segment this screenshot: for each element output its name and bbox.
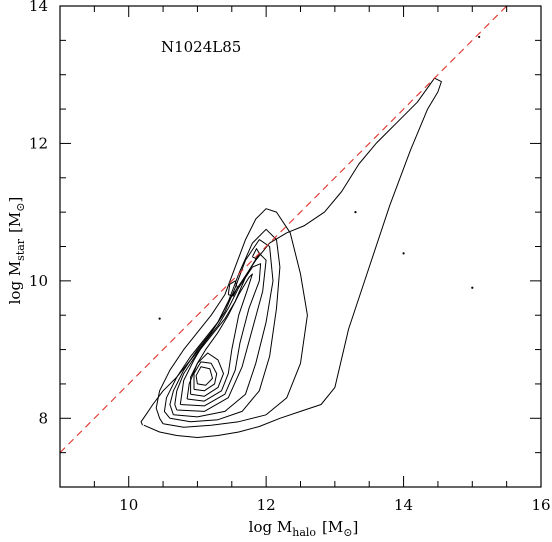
contour-level-5 (174, 252, 267, 412)
y-tick-label: 12 (29, 134, 48, 152)
outlier-points-layer (158, 35, 481, 320)
outlier-point-3 (402, 252, 405, 255)
axis-ticks (59, 5, 542, 488)
y-tick-label: 14 (29, 0, 48, 15)
x-tick-label: 16 (531, 496, 550, 514)
contour-level-11 (227, 280, 238, 297)
plot-frame (59, 5, 542, 488)
x-tick-label: 12 (257, 496, 276, 514)
contour-level-10 (195, 366, 213, 386)
contour-level-8 (190, 352, 224, 397)
x-axis-label: log Mhalo [M⊙] (249, 518, 359, 539)
x-tick-label: 14 (394, 496, 413, 514)
outlier-point-5 (478, 35, 481, 39)
contour-level-7 (186, 273, 253, 402)
outlier-point-4 (471, 286, 474, 289)
tick-labels: 10 12 14 16 8 10 12 14 (29, 0, 551, 514)
y-axis-label: log Mstar[M⊙] (6, 197, 27, 305)
y-tick-label: 8 (38, 409, 48, 427)
run-annotation: N1024L85 (161, 38, 241, 56)
contour-level-4 (169, 239, 274, 418)
y-tick-label: 10 (29, 272, 48, 290)
contour-level-3 (163, 228, 281, 423)
x-tick-label: 10 (119, 496, 138, 514)
reference-dashed-line (59, 5, 508, 454)
outlier-point-1 (158, 317, 161, 320)
contour-level-2 (155, 208, 308, 428)
contour-layer (140, 77, 442, 438)
contour-level-1 (140, 77, 442, 438)
contour-level-9 (193, 361, 218, 392)
outlier-point-2 (354, 211, 357, 214)
contour-level-6 (179, 263, 262, 407)
